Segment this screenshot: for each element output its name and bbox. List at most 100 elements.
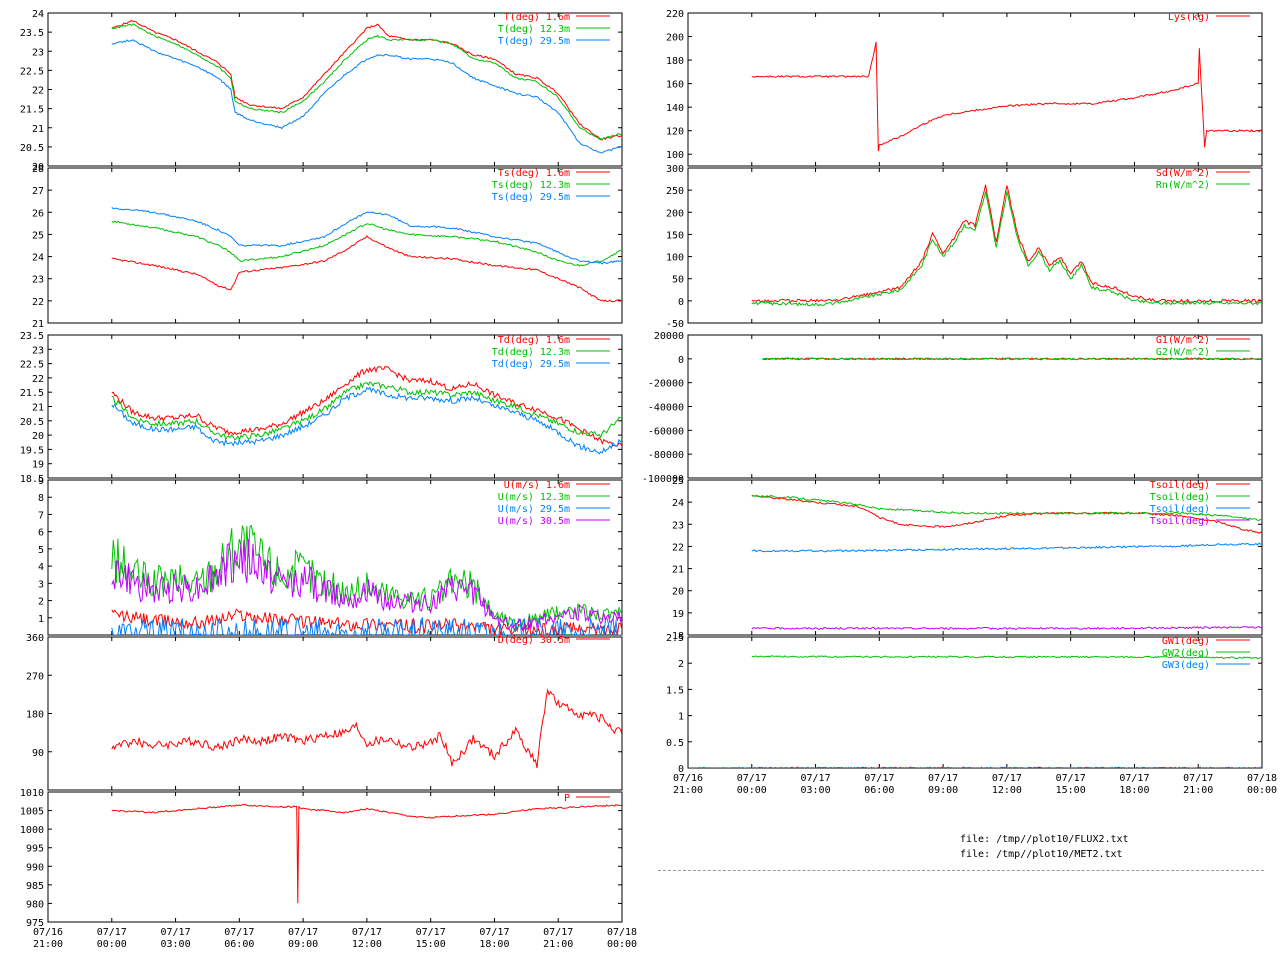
x-tick-label: 03:00 [161, 939, 191, 950]
y-tick-label: 20.5 [20, 417, 44, 428]
y-tick-label: 150 [666, 230, 684, 241]
legend-label: Rn(W/m^2) [1156, 180, 1210, 191]
y-tick-label: 140 [666, 103, 684, 114]
y-tick-label: 27 [32, 186, 44, 197]
x-tick-label: 18:00 [479, 939, 509, 950]
y-tick-label: 18.5 [20, 474, 44, 485]
y-tick-label: 90 [32, 748, 44, 759]
y-tick-label: 360 [26, 633, 44, 644]
panel-2: 23.5 23 22.5 22 21.5 21 20.5 20 19.5 19 18.5 Td(deg… [20, 331, 623, 485]
y-tick-label: 100 [666, 253, 684, 264]
y-tick-label: 0 [678, 297, 684, 308]
y-tick-label: 26 [32, 208, 44, 219]
series-line [751, 191, 1262, 307]
y-tick-label: 21 [32, 319, 44, 330]
x-tick-label: 03:00 [801, 785, 831, 796]
panel-6: 220 200 180 160 140 120 100 Lys(kg) [666, 9, 1263, 167]
y-tick-label: 0.5 [666, 738, 684, 749]
y-tick-label: 24 [32, 253, 44, 264]
legend-label: Ts(deg) 12.3m [492, 180, 570, 191]
y-tick-label: 1005 [20, 807, 44, 818]
y-tick-label: 2 [678, 659, 684, 670]
y-tick-label: 23 [32, 275, 44, 286]
legend-label: D(deg) 30.5m [498, 635, 570, 646]
x-tick-label: 07/17 [737, 773, 767, 784]
x-tick-label: 21:00 [673, 785, 703, 796]
series-line [751, 494, 1262, 521]
legend-label: G2(W/m^2) [1156, 347, 1210, 358]
y-tick-label: 300 [666, 164, 684, 175]
y-tick-label: 19 [672, 609, 684, 620]
y-tick-label: 22 [672, 542, 684, 553]
x-tick-label: 07/18 [607, 927, 637, 938]
x-tick-label: 07/17 [543, 927, 573, 938]
panel-frame [687, 12, 1263, 167]
y-tick-label: 0 [678, 355, 684, 366]
y-tick-label: 21 [32, 403, 44, 414]
x-tick-label: 00:00 [1247, 785, 1277, 796]
series-line [751, 655, 1262, 660]
y-tick-label: 23 [672, 520, 684, 531]
legend-label: T(deg) 12.3m [498, 24, 570, 35]
legend-label: U(m/s) 29.5m [498, 504, 570, 515]
y-tick-label: 24 [672, 498, 684, 509]
y-tick-label: 1 [678, 712, 684, 723]
y-tick-label: -40000 [648, 403, 684, 414]
x-tick-label: 21:00 [543, 939, 573, 950]
file-label-flux: file: /tmp//plot10/FLUX2.txt [960, 834, 1129, 845]
x-tick-label: 15:00 [416, 939, 446, 950]
series-line [751, 184, 1262, 304]
x-tick-label: 07/17 [1056, 773, 1086, 784]
y-tick-label: 18 [672, 631, 684, 642]
x-tick-label: 06:00 [224, 939, 254, 950]
legend-label: Ts(deg) 29.5m [492, 192, 570, 203]
y-tick-label: 2 [38, 597, 44, 608]
x-tick-label: 00:00 [97, 939, 127, 950]
series-line [751, 494, 1262, 535]
series-line [751, 625, 1262, 631]
x-tick-label: 07/17 [224, 927, 254, 938]
y-tick-label: 22.5 [20, 360, 44, 371]
legend-label: T(deg) 1.6m [504, 12, 570, 23]
y-tick-label: 22 [32, 374, 44, 385]
panel-3: 9 8 7 6 5 4 3 2 1 U(m/s) 1.6mU(m/s) 12.3mU(m/s) 2… [38, 476, 623, 636]
panel-9: 2524232221201918Tsoil(deg)Tsoil(deg)Tsoi… [672, 476, 1263, 642]
legend-label: GW1(deg) [1162, 636, 1210, 647]
x-tick-label: 00:00 [737, 785, 767, 796]
x-tick-label: 09:00 [928, 785, 958, 796]
y-tick-label: 120 [666, 127, 684, 138]
x-tick-label: 07/17 [161, 927, 191, 938]
series-line [688, 766, 1262, 768]
y-tick-label: 22.5 [20, 66, 44, 77]
x-tick-label: 07/17 [352, 927, 382, 938]
x-tick-label: 07/17 [288, 927, 318, 938]
y-tick-label: -60000 [648, 426, 684, 437]
y-tick-label: 220 [666, 9, 684, 20]
y-tick-label: 990 [26, 862, 44, 873]
y-tick-label: 2.5 [666, 633, 684, 644]
panel-frame [47, 636, 623, 791]
y-tick-label: 985 [26, 881, 44, 892]
y-tick-label: 200 [666, 208, 684, 219]
legend-label: U(m/s) 1.6m [504, 480, 570, 491]
y-tick-label: 21.5 [20, 105, 44, 116]
y-tick-label: -100000 [642, 474, 684, 485]
y-tick-label: 21 [672, 565, 684, 576]
separator-line [658, 870, 1264, 871]
y-tick-label: 6 [38, 528, 44, 539]
x-tick-label: 07/18 [1247, 773, 1277, 784]
y-tick-label: 25 [32, 230, 44, 241]
legend-label: T(deg) 29.5m [498, 36, 570, 47]
legend-label: Tsoil(deg) [1150, 492, 1210, 503]
x-tick-label: 07/16 [33, 927, 63, 938]
y-tick-label: 160 [666, 80, 684, 91]
series-line [762, 357, 1262, 361]
x-tick-label: 07/17 [479, 927, 509, 938]
y-tick-label: -50 [666, 319, 684, 330]
y-tick-label: 20.5 [20, 143, 44, 154]
x-tick-label: 00:00 [607, 939, 637, 950]
panel-frame [47, 167, 623, 324]
y-tick-label: -20000 [648, 379, 684, 390]
series-line [111, 803, 622, 904]
